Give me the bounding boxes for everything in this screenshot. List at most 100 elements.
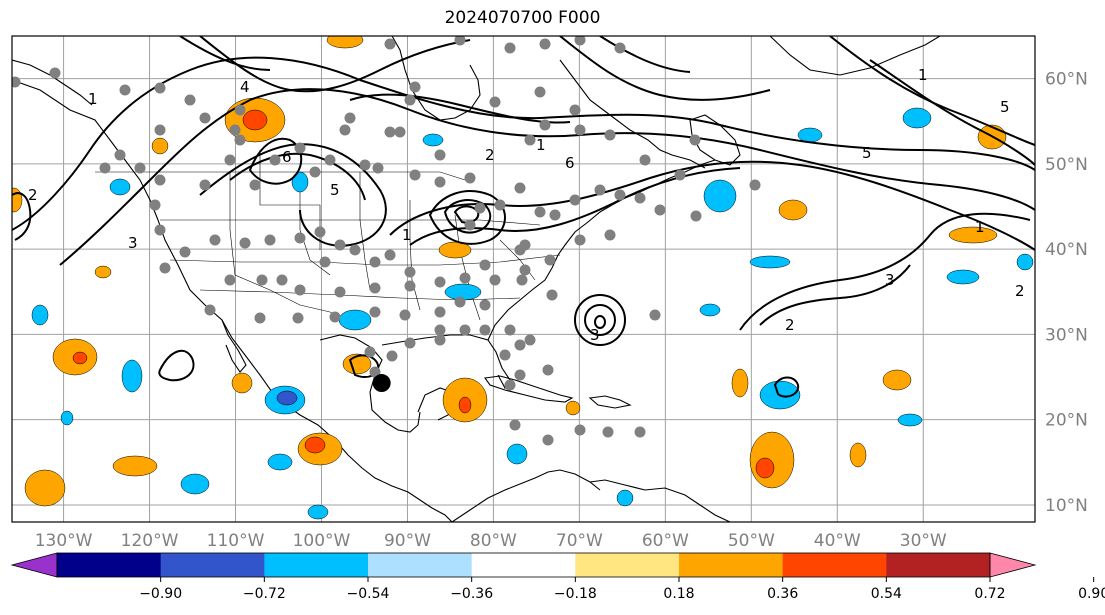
station-dot	[372, 162, 384, 174]
anomaly-patch	[60, 410, 74, 426]
anomaly-patch	[565, 400, 581, 416]
colorbar	[10, 552, 1037, 578]
latitude-tick-label: 30°N	[1045, 325, 1088, 345]
anomaly-patch	[902, 107, 932, 129]
station-dot	[234, 104, 246, 116]
colorbar-tick-label: 0.54	[871, 586, 902, 602]
colorbar-segment	[160, 553, 265, 577]
station-dot	[254, 312, 266, 324]
colorbar-tick-label: −0.18	[554, 586, 597, 602]
station-dot	[474, 202, 486, 214]
station-dot	[184, 94, 196, 106]
contour-label: 2	[485, 146, 495, 164]
station-dot	[464, 172, 476, 184]
colorbar-extend-min	[10, 552, 58, 578]
anomaly-patch	[112, 455, 158, 477]
station-dot	[494, 199, 506, 211]
anomaly-patch	[948, 226, 998, 244]
contour-label: 2	[1015, 282, 1025, 300]
station-dot	[464, 219, 476, 231]
station-dot	[634, 426, 646, 438]
colorbar-tick-label: 0.90	[1078, 586, 1105, 602]
station-dot	[114, 149, 126, 161]
station-dot	[234, 134, 246, 146]
anomaly-patch	[458, 396, 472, 414]
colorbar-segment	[679, 553, 784, 577]
station-dot	[634, 192, 646, 204]
station-dot	[654, 204, 666, 216]
station-dot	[159, 262, 171, 274]
station-dot	[294, 232, 306, 244]
colorbar-extend-max	[989, 552, 1037, 578]
colorbar-segment	[575, 553, 680, 577]
anomaly-patch	[616, 489, 634, 507]
station-dot	[649, 309, 661, 321]
longitude-labels: 130°W 120°W 110°W 100°W 90°W 80°W 70°W 60°W 50°W…	[35, 531, 947, 551]
station-dot	[434, 324, 446, 336]
map-frame	[11, 35, 1036, 523]
contour-label: 1	[536, 136, 546, 154]
contour-label: 5	[1000, 98, 1010, 116]
anomaly-patch	[849, 442, 867, 468]
anomaly-patch	[778, 199, 808, 221]
station-dot	[749, 179, 761, 191]
colorbar-segment	[782, 553, 887, 577]
station-dot	[604, 129, 616, 141]
station-dot	[269, 154, 281, 166]
station-dot	[504, 324, 516, 336]
longitude-tick-label: 100°W	[293, 531, 351, 551]
anomaly-patch	[24, 469, 66, 507]
station-dot	[12, 76, 21, 88]
station-dot	[514, 339, 526, 351]
station-dot	[574, 424, 586, 436]
station-dot	[134, 162, 146, 174]
station-dot	[314, 226, 326, 238]
station-dot	[602, 426, 614, 438]
station-dot	[334, 286, 346, 298]
station-dot	[434, 176, 446, 188]
latitude-tick-label: 40°N	[1045, 240, 1088, 260]
station-dot	[574, 124, 586, 136]
station-dot	[454, 36, 466, 46]
contour-label: 3	[885, 271, 895, 289]
station-dot	[549, 209, 561, 221]
colorbar-segment	[886, 553, 991, 577]
station-dot	[154, 174, 166, 186]
latitude-tick-label: 60°N	[1045, 70, 1088, 90]
colorbar-segment	[471, 553, 576, 577]
longitude-tick-label: 50°W	[728, 531, 775, 551]
anomaly-patch	[276, 390, 298, 406]
contour-lines	[12, 36, 1035, 398]
station-dot	[479, 324, 491, 336]
station-dot	[674, 169, 686, 181]
station-dot	[404, 94, 416, 106]
station-dot	[369, 366, 381, 378]
longitude-tick-label: 60°W	[642, 531, 689, 551]
station-dot	[459, 324, 471, 336]
station-dot	[459, 272, 471, 284]
anomaly-patch	[109, 178, 131, 196]
anomaly-patch	[506, 443, 528, 465]
contour-label: 3	[590, 326, 600, 344]
latitude-tick-label: 50°N	[1045, 155, 1088, 175]
colorbar-segment	[264, 553, 369, 577]
storm-center-marker	[372, 374, 391, 393]
station-dot	[154, 124, 166, 136]
station-dot	[154, 82, 166, 94]
colorbar-tick-label: −0.72	[243, 586, 286, 602]
contour-label: 1	[918, 66, 928, 84]
station-dot	[614, 42, 626, 54]
station-dot	[454, 296, 466, 308]
colorbar-tick-label: −0.90	[139, 586, 182, 602]
contour-label: 1	[975, 218, 985, 236]
map-title: 2024070700 F000	[444, 8, 601, 28]
station-dot	[514, 182, 526, 194]
anomaly-patch	[242, 109, 268, 131]
anomaly-patch	[755, 457, 775, 479]
anomaly-patch	[12, 187, 23, 213]
station-dot	[546, 289, 558, 301]
colorbar-tick-label: −0.36	[450, 586, 493, 602]
station-dot	[489, 96, 501, 108]
station-dot	[409, 81, 421, 93]
anomaly-patch	[291, 171, 309, 193]
